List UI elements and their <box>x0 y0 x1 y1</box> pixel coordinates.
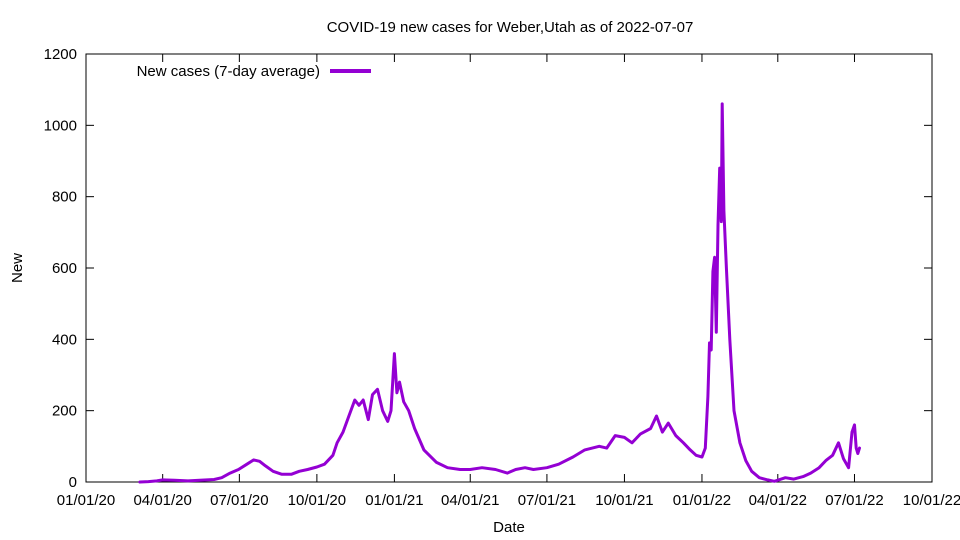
legend-label: New cases (7-day average) <box>137 63 320 80</box>
x-tick-label: 04/01/20 <box>133 492 191 509</box>
x-tick-label: 07/01/21 <box>518 492 576 509</box>
x-tick-label: 04/01/21 <box>441 492 499 509</box>
series-line <box>138 102 861 484</box>
x-tick-label: 07/01/20 <box>210 492 268 509</box>
y-tick-label: 400 <box>52 331 77 348</box>
plot-frame <box>85 53 933 483</box>
x-tick-label: 10/01/22 <box>903 492 960 509</box>
y-tick-label: 800 <box>52 189 77 206</box>
x-tick-label: 01/01/20 <box>57 492 115 509</box>
x-tick-label: 10/01/20 <box>288 492 346 509</box>
x-tick-label: 01/01/22 <box>673 492 731 509</box>
x-tick-label: 01/01/21 <box>365 492 423 509</box>
y-tick-label: 1200 <box>44 46 77 63</box>
x-tick-label: 10/01/21 <box>595 492 653 509</box>
y-tick-label: 0 <box>69 474 77 491</box>
legend: New cases (7-day average) <box>137 63 371 80</box>
chart-title: COVID-19 new cases for Weber,Utah as of … <box>327 19 694 36</box>
x-tick-label: 07/01/22 <box>825 492 883 509</box>
x-axis-label: Date <box>493 519 525 536</box>
y-tick-label: 1000 <box>44 117 77 134</box>
y-axis: 0 200 400 600 800 1000 1200 <box>44 46 932 491</box>
x-tick-label: 04/01/22 <box>749 492 807 509</box>
x-axis: 01/01/20 04/01/20 07/01/20 10/01/20 01/01/21… <box>57 54 960 509</box>
y-tick-label: 600 <box>52 260 77 277</box>
y-tick-label: 200 <box>52 403 77 420</box>
y-axis-label: New <box>9 253 26 283</box>
